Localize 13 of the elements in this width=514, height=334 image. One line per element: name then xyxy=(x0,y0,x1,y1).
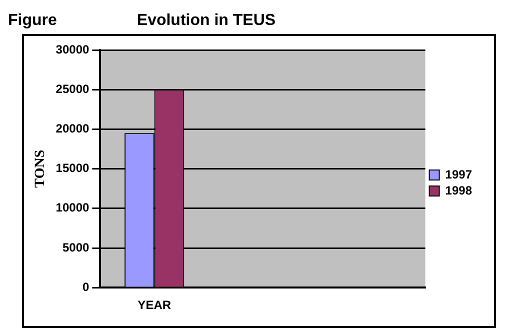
y-axis-title: TONS xyxy=(33,150,48,188)
y-tick-label: 10000 xyxy=(56,200,90,215)
y-tick-label: 30000 xyxy=(56,42,90,56)
x-tick-label: YEAR xyxy=(138,298,172,312)
legend-label: 1997 xyxy=(445,167,472,182)
chart-title: Evolution in TEUS xyxy=(136,12,276,30)
y-tick-label: 25000 xyxy=(56,82,90,96)
y-tick-label: 5000 xyxy=(62,240,90,254)
y-tick-label: 20000 xyxy=(56,122,90,136)
text: Figure xyxy=(8,12,57,30)
legend-label: 1998 xyxy=(445,183,472,198)
y-tick-label: 0 xyxy=(82,280,90,294)
y-tick-label: 15000 xyxy=(56,161,90,176)
